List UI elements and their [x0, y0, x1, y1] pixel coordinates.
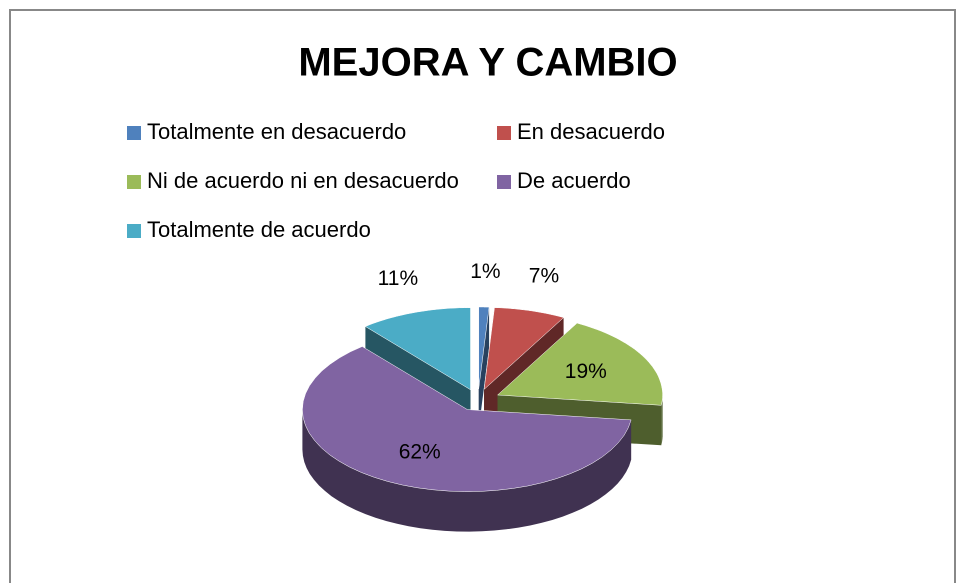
pie-label: 11% — [378, 267, 418, 290]
pie-label: 1% — [470, 260, 500, 283]
pie-slice — [496, 322, 663, 406]
pie-radial-side — [478, 307, 490, 429]
pie-slice — [483, 307, 565, 391]
chart-title: MEJORA Y CAMBIO — [298, 41, 677, 85]
legend-text: Totalmente en desacuerdo — [147, 119, 406, 144]
legend-swatch — [127, 175, 141, 189]
pie-outer-side — [661, 395, 663, 446]
pie-label: 7% — [529, 265, 559, 288]
legend-swatch — [127, 126, 141, 140]
pie-slice — [478, 306, 490, 390]
legend-text: En desacuerdo — [517, 119, 665, 144]
legend-text: De acuerdo — [517, 168, 631, 193]
legend-swatch — [497, 126, 511, 140]
pie-label: 19% — [565, 360, 607, 383]
legend-swatch — [127, 224, 141, 238]
legend-text: Ni de acuerdo ni en desacuerdo — [147, 168, 459, 193]
pie-label: 62% — [399, 440, 441, 463]
pie-slice — [302, 346, 632, 492]
legend-swatch — [497, 175, 511, 189]
pie-slice — [364, 307, 471, 391]
pie-outer-side — [302, 409, 632, 532]
legend-text: Totalmente de acuerdo — [147, 217, 371, 242]
